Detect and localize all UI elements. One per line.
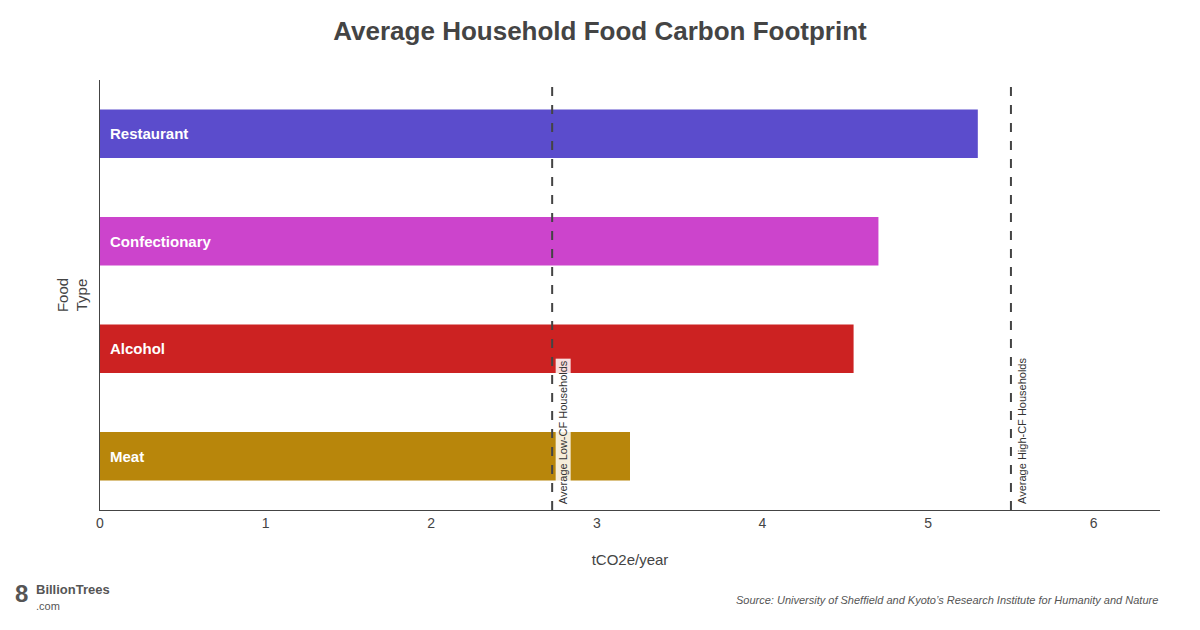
svg-text:FoodType: FoodType (54, 278, 91, 312)
svg-text:Source: University of Sheffiel: Source: University of Sheffield and Kyot… (736, 594, 1158, 606)
svg-text:.com: .com (36, 600, 60, 612)
svg-text:6: 6 (1090, 515, 1098, 531)
svg-text:Alcohol: Alcohol (110, 340, 165, 357)
svg-text:8: 8 (15, 580, 28, 607)
svg-text:Average High-CF Households: Average High-CF Households (1016, 358, 1028, 504)
svg-text:Average Household Food Carbon: Average Household Food Carbon Footprint (333, 16, 867, 46)
svg-text:Confectionary: Confectionary (110, 233, 212, 250)
svg-text:BillionTrees: BillionTrees (36, 582, 110, 597)
svg-text:3: 3 (593, 515, 601, 531)
svg-text:Restaurant: Restaurant (110, 125, 188, 142)
svg-text:Average Low-CF Households: Average Low-CF Households (557, 360, 569, 504)
svg-text:5: 5 (924, 515, 932, 531)
svg-text:0: 0 (96, 515, 104, 531)
svg-text:tCO2e/year: tCO2e/year (592, 551, 669, 568)
svg-text:1: 1 (262, 515, 270, 531)
svg-text:Meat: Meat (110, 448, 144, 465)
svg-text:4: 4 (759, 515, 767, 531)
svg-text:2: 2 (427, 515, 435, 531)
